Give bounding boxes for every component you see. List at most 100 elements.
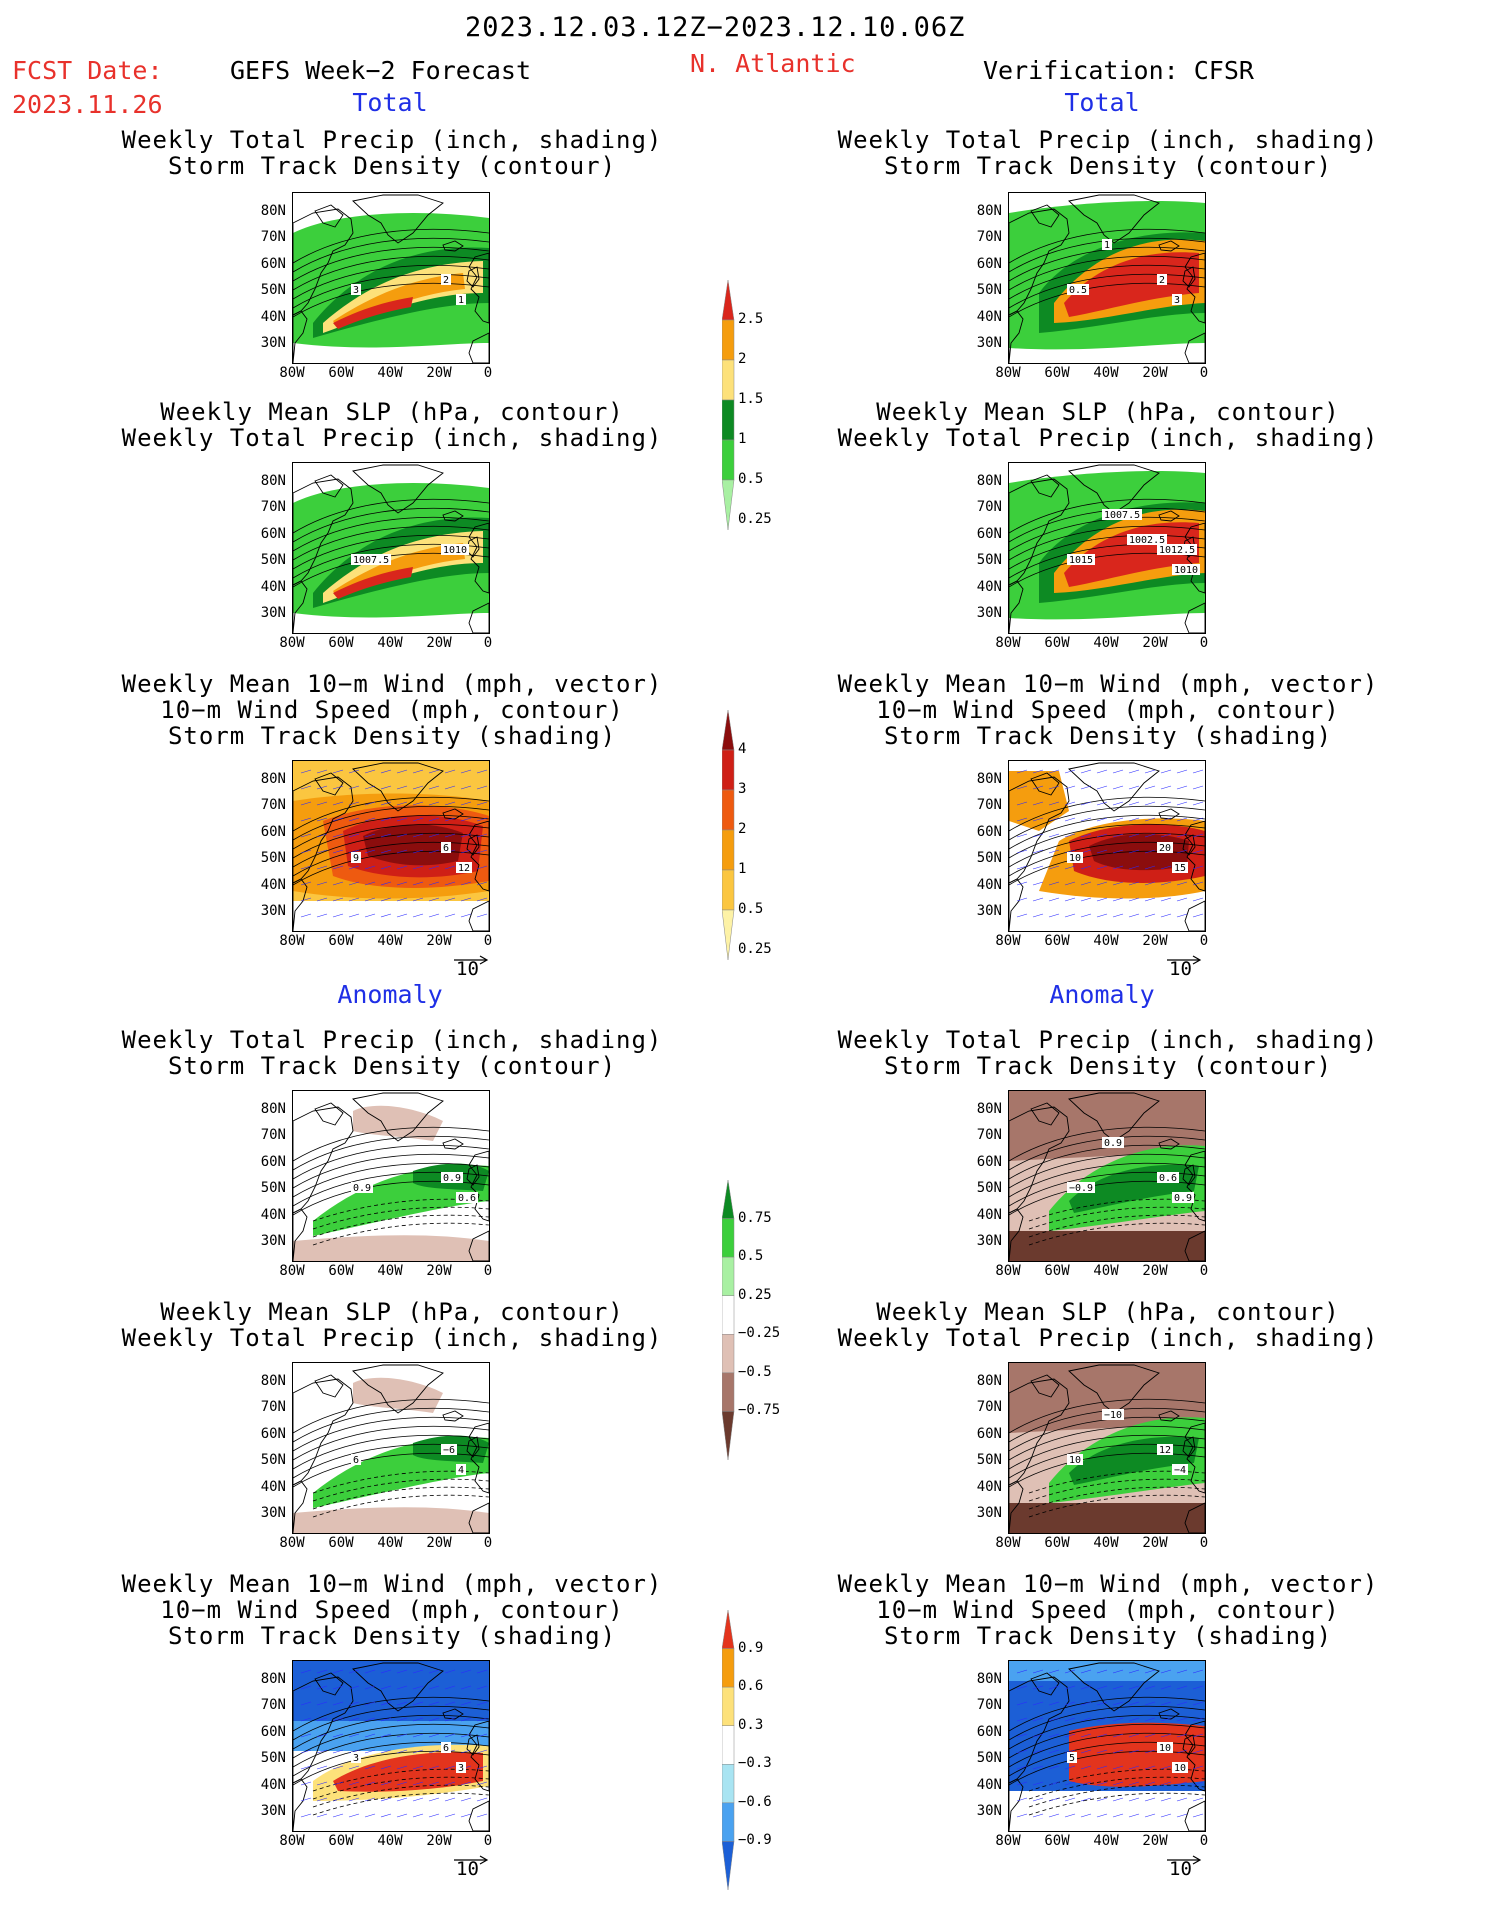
lon-tick-label: 60W [1044,1263,1070,1279]
lat-tick-label: 70N [976,1399,1002,1416]
lat-tick-label: 40N [976,578,1002,595]
lon-tick-label: 80W [279,1263,305,1279]
colorbar-label: −0.5 [738,1363,772,1380]
lat-tick-label: 80N [976,202,1002,219]
panel-title-line: Weekly Total Precip (inch, shading) [121,126,663,154]
lat-tick-label: 60N [976,823,1002,840]
panel-title-line: Storm Track Density (shading) [883,1622,1333,1650]
contour-label: 3 [353,285,359,296]
panel-title-line: Weekly Total Precip (inch, shading) [837,126,1379,154]
lat-tick-label: 30N [976,1803,1002,1820]
lat-tick-label: 40N [260,578,286,595]
map-panel: 0.5 2 3 1 [1008,192,1206,364]
panel-title-line: 10−m Wind Speed (mph, contour) [160,696,624,724]
lat-tick-label: 70N [976,1127,1002,1144]
panel-title-line: 10−m Wind Speed (mph, contour) [876,1596,1340,1624]
map-canvas: 1015 1012.5 1010 1007.5 1002.5 [1009,463,1205,633]
section-total-left: Total [352,88,428,117]
lon-tick-label: 40W [377,1833,403,1849]
lat-tick-label: 60N [976,1153,1002,1170]
lat-tick-label: 70N [976,797,1002,814]
panel-title-line: Weekly Mean SLP (hPa, contour) [160,1298,624,1326]
contour-label: 10 [1174,1763,1186,1774]
colorbar-label: 0.25 [738,1286,772,1303]
lon-tick-label: 60W [1044,933,1070,949]
fcst-date-label: FCST Date: [12,56,163,85]
contour-label: 1 [458,295,464,306]
contour-label: 9 [353,853,359,864]
lat-tick-label: 60N [260,255,286,272]
vector-ref-arrow [452,1852,492,1866]
colorbar [721,690,792,990]
contour-label: 3 [353,1753,359,1764]
panel-title-line: Storm Track Density (contour) [167,1052,617,1080]
section-anomaly-left: Anomaly [337,980,443,1009]
lon-tick-label: 40W [377,635,403,651]
lat-tick-label: 70N [260,1127,286,1144]
lat-tick-label: 30N [260,1803,286,1820]
lat-tick-label: 30N [260,335,286,352]
lat-tick-label: 70N [260,797,286,814]
contour-label: 0.9 [353,1183,371,1194]
contour-label: 3 [458,1763,464,1774]
lat-tick-label: 30N [976,1233,1002,1250]
lat-tick-label: 80N [260,1100,286,1117]
map-panel: 1015 1012.5 1010 1007.5 1002.5 [1008,462,1206,634]
contour-label: −4 [1174,1465,1186,1476]
contour-label: 3 [1174,295,1180,306]
lon-tick-label: 0 [1199,635,1209,651]
lon-tick-label: 60W [328,365,354,381]
lat-tick-label: 40N [260,308,286,325]
map-canvas: 363 [293,1661,489,1831]
lat-tick-label: 50N [260,282,286,299]
contour-label: 20 [1159,843,1171,854]
section-anomaly-right: Anomaly [1049,980,1155,1009]
contour-label: 1007.5 [353,555,389,566]
region-label: N. Atlantic [690,49,856,78]
lon-tick-label: 0 [1199,1263,1209,1279]
lat-tick-label: 30N [976,335,1002,352]
lon-tick-label: 0 [1199,933,1209,949]
contour-label: 6 [443,843,449,854]
colorbar-label: 2 [738,821,747,837]
lat-tick-label: 60N [260,1425,286,1442]
lon-tick-label: 20W [426,1833,452,1849]
lat-tick-label: 60N [976,1723,1002,1740]
lon-tick-label: 0 [483,365,493,381]
lon-tick-label: 0 [1199,1535,1209,1551]
map-canvas: 9 6 12 [293,761,489,931]
lon-tick-label: 20W [1142,365,1168,381]
lat-tick-label: 70N [260,499,286,516]
panel-title-line: Storm Track Density (contour) [883,1052,1333,1080]
contour-label: 1007.5 [1104,510,1140,521]
contour-label: 6 [353,1455,359,1466]
panel-title-line: Weekly Mean SLP (hPa, contour) [160,398,624,426]
lon-tick-label: 80W [279,1535,305,1551]
contour-label: 1 [1104,240,1110,251]
contour-label: 6 [443,1743,449,1754]
lat-tick-label: 50N [260,552,286,569]
colorbar-label: 0.25 [738,941,772,957]
colorbar [721,1160,792,1490]
lon-tick-label: 60W [328,1263,354,1279]
lon-tick-label: 40W [377,365,403,381]
colorbar-label: −0.3 [738,1755,772,1772]
map-canvas: 3 21 [293,193,489,363]
lat-tick-label: 40N [260,876,286,893]
map-canvas: 10 12−4 −10 [1009,1363,1205,1533]
lon-tick-label: 20W [426,1263,452,1279]
contour-label: 1010 [443,545,467,556]
panel-title-line: 10−m Wind Speed (mph, contour) [160,1596,624,1624]
vector-ref-label: 10 [456,958,479,980]
lon-tick-label: 40W [1093,1833,1119,1849]
lat-tick-label: 50N [976,282,1002,299]
lon-tick-label: 40W [1093,933,1119,949]
panel-title-line: Weekly Mean 10−m Wind (mph, vector) [837,1570,1379,1598]
lat-tick-label: 30N [976,605,1002,622]
lon-tick-label: 80W [279,635,305,651]
colorbar-label: 0.5 [738,471,764,487]
contour-label: 0.9 [1104,1138,1122,1149]
colorbar-label: 0.9 [738,1639,764,1656]
map-panel: 10 20 15 [1008,760,1206,932]
